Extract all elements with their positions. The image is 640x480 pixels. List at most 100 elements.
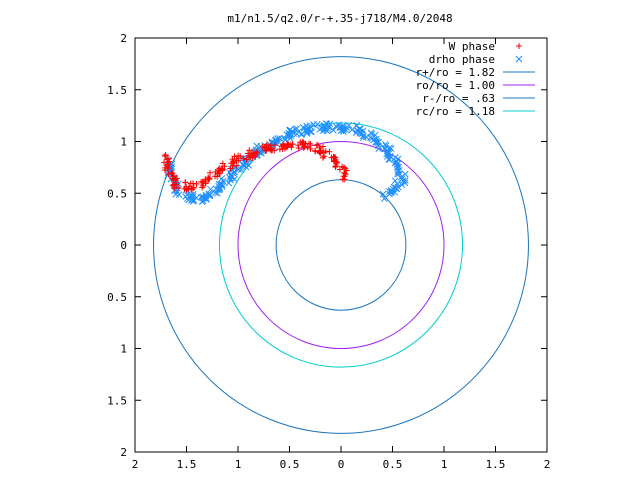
- data-point: [300, 140, 307, 147]
- reference-circle: [153, 56, 529, 434]
- series-w-phase: [161, 138, 350, 193]
- x-tick-label: 2: [544, 458, 551, 471]
- data-point: [247, 154, 254, 161]
- data-point: [169, 170, 176, 177]
- data-point: [279, 146, 286, 153]
- data-point: [172, 181, 179, 188]
- data-point: [375, 145, 383, 153]
- data-point: [271, 147, 278, 154]
- x-tick-label: 1.5: [486, 458, 506, 471]
- data-point: [173, 187, 181, 195]
- data-point: [340, 173, 347, 180]
- data-point: [341, 170, 348, 177]
- legend-marker: [516, 43, 522, 49]
- x-tick-label: 0.5: [280, 458, 300, 471]
- data-point: [326, 148, 333, 155]
- data-point: [205, 192, 213, 199]
- data-point: [219, 177, 227, 185]
- x-tick-label: 0: [338, 458, 345, 471]
- data-point: [367, 129, 375, 137]
- data-point: [171, 185, 178, 192]
- data-point: [375, 138, 383, 146]
- legend-label: ro/ro = 1.00: [416, 79, 495, 92]
- data-point: [246, 147, 253, 154]
- data-point: [391, 159, 399, 167]
- data-point: [359, 127, 367, 135]
- y-tick-label: 1.5: [107, 84, 127, 97]
- data-point: [206, 191, 214, 199]
- data-point: [371, 131, 379, 139]
- legend-label: rc/ro = 1.18: [416, 105, 495, 118]
- legend-label: r-/ro = .63: [422, 92, 495, 105]
- data-point: [164, 162, 171, 169]
- data-point: [258, 147, 266, 154]
- data-point: [253, 150, 260, 157]
- data-point: [218, 181, 225, 189]
- data-point: [219, 166, 226, 173]
- data-point: [169, 182, 176, 189]
- data-point: [193, 180, 200, 187]
- data-point: [214, 186, 222, 194]
- data-point: [401, 177, 409, 184]
- reference-circle: [237, 141, 445, 349]
- data-point: [281, 134, 289, 142]
- data-point: [386, 188, 393, 195]
- data-point: [313, 120, 321, 128]
- data-point: [188, 196, 195, 204]
- data-point: [386, 152, 394, 160]
- data-point: [225, 179, 233, 187]
- x-tick-label: 1: [235, 458, 242, 471]
- data-point: [340, 164, 347, 171]
- data-point: [276, 134, 283, 142]
- x-tick-label: 0.5: [383, 458, 403, 471]
- data-point: [264, 141, 271, 148]
- data-point: [401, 170, 409, 178]
- y-tick-label: 0: [120, 239, 127, 252]
- data-point: [162, 167, 169, 174]
- legend-label: drho phase: [429, 53, 495, 66]
- data-point: [206, 175, 213, 182]
- y-tick-label: 2: [120, 32, 127, 45]
- data-point: [393, 160, 401, 168]
- data-point: [373, 137, 380, 145]
- data-point: [287, 141, 294, 148]
- y-tick-label: 0.5: [107, 291, 127, 304]
- legend-label: r+/ro = 1.82: [416, 66, 495, 79]
- data-series: [161, 120, 409, 206]
- data-point: [295, 142, 302, 149]
- data-point: [216, 170, 223, 177]
- data-point: [262, 144, 269, 151]
- data-point: [312, 148, 319, 155]
- data-point: [165, 165, 172, 172]
- y-tick-label: 2: [120, 446, 127, 459]
- data-point: [396, 170, 403, 178]
- x-tick-label: 2: [132, 458, 139, 471]
- data-point: [332, 164, 339, 171]
- data-point: [386, 144, 394, 152]
- data-point: [240, 155, 247, 162]
- data-point: [221, 163, 228, 170]
- reference-circle: [218, 122, 464, 368]
- data-point: [207, 185, 214, 193]
- data-point: [175, 184, 182, 191]
- data-point: [161, 153, 168, 160]
- data-point: [231, 153, 238, 160]
- reference-circle: [275, 179, 407, 311]
- data-point: [319, 154, 326, 161]
- data-point: [388, 187, 395, 195]
- legend-marker: [515, 55, 523, 63]
- x-tick-label: 1.5: [177, 458, 197, 471]
- data-point: [326, 120, 334, 128]
- data-point: [182, 179, 189, 186]
- data-point: [235, 157, 242, 164]
- data-point: [304, 144, 311, 151]
- data-point: [162, 151, 169, 158]
- data-point: [293, 125, 301, 132]
- data-point: [330, 126, 337, 134]
- data-point: [307, 141, 314, 148]
- data-point: [231, 175, 238, 183]
- data-point: [307, 128, 314, 136]
- data-point: [165, 158, 172, 165]
